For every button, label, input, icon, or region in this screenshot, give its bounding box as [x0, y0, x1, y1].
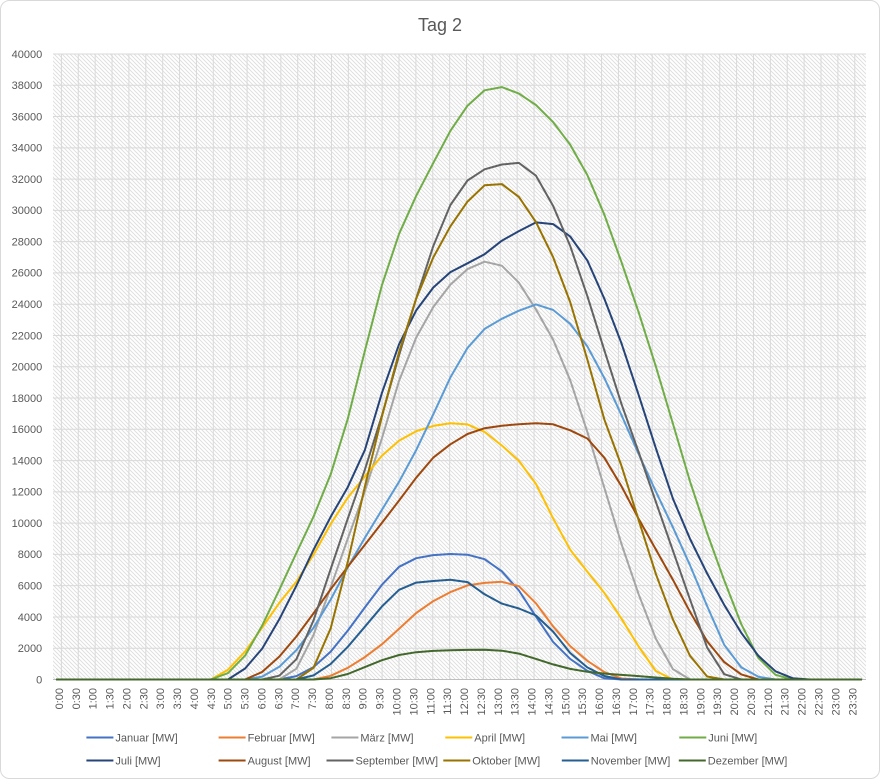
- svg-text:23:00: 23:00: [830, 688, 842, 716]
- svg-text:April [MW]: April [MW]: [474, 732, 525, 744]
- svg-text:13:30: 13:30: [510, 688, 522, 716]
- svg-text:0:00: 0:00: [54, 688, 66, 709]
- svg-text:15:00: 15:00: [560, 688, 572, 716]
- svg-text:17:00: 17:00: [628, 688, 640, 716]
- svg-text:10000: 10000: [12, 518, 43, 530]
- svg-text:32000: 32000: [12, 174, 43, 186]
- svg-text:4:30: 4:30: [206, 688, 218, 709]
- svg-text:23:30: 23:30: [847, 688, 859, 716]
- svg-text:2000: 2000: [18, 643, 42, 655]
- svg-text:November [MW]: November [MW]: [591, 755, 670, 767]
- svg-text:5:30: 5:30: [240, 688, 252, 709]
- svg-text:August [MW]: August [MW]: [248, 755, 311, 767]
- svg-text:40000: 40000: [12, 49, 43, 61]
- svg-text:1:00: 1:00: [88, 688, 100, 709]
- svg-text:7:00: 7:00: [290, 688, 302, 709]
- svg-text:28000: 28000: [12, 236, 43, 248]
- svg-text:11:00: 11:00: [425, 688, 437, 715]
- svg-text:4:00: 4:00: [189, 688, 201, 709]
- svg-text:Dezember [MW]: Dezember [MW]: [708, 755, 787, 767]
- svg-text:16000: 16000: [12, 424, 43, 436]
- svg-text:1:30: 1:30: [105, 688, 117, 709]
- svg-text:14000: 14000: [12, 455, 43, 467]
- svg-text:36000: 36000: [12, 111, 43, 123]
- svg-text:11:30: 11:30: [442, 688, 454, 715]
- svg-text:8:30: 8:30: [341, 688, 353, 709]
- svg-text:6:30: 6:30: [273, 688, 285, 709]
- svg-text:9:30: 9:30: [375, 688, 387, 709]
- svg-text:12000: 12000: [12, 487, 43, 499]
- svg-text:20:00: 20:00: [729, 688, 741, 716]
- svg-text:2:00: 2:00: [121, 688, 133, 709]
- svg-text:22000: 22000: [12, 330, 43, 342]
- svg-text:34000: 34000: [12, 143, 43, 155]
- svg-text:18:00: 18:00: [662, 688, 674, 716]
- svg-text:Juni [MW]: Juni [MW]: [708, 732, 757, 744]
- svg-text:Februar [MW]: Februar [MW]: [248, 732, 315, 744]
- svg-text:14:00: 14:00: [527, 688, 539, 716]
- svg-text:6000: 6000: [18, 581, 42, 593]
- svg-text:8:00: 8:00: [324, 688, 336, 709]
- svg-text:Tag 2: Tag 2: [418, 15, 462, 35]
- svg-text:5:00: 5:00: [223, 688, 235, 709]
- svg-text:Mai [MW]: Mai [MW]: [591, 732, 637, 744]
- svg-text:16:00: 16:00: [594, 688, 606, 716]
- svg-text:16:30: 16:30: [611, 688, 623, 716]
- svg-text:30000: 30000: [12, 205, 43, 217]
- svg-text:Juli [MW]: Juli [MW]: [115, 755, 160, 767]
- svg-text:18:30: 18:30: [678, 688, 690, 716]
- svg-text:September [MW]: September [MW]: [356, 755, 439, 767]
- svg-text:20:30: 20:30: [746, 688, 758, 716]
- svg-text:12:00: 12:00: [459, 688, 471, 716]
- svg-text:10:30: 10:30: [408, 688, 420, 716]
- svg-text:0: 0: [36, 674, 42, 686]
- svg-text:3:30: 3:30: [172, 688, 184, 709]
- svg-text:18000: 18000: [12, 393, 43, 405]
- svg-text:19:00: 19:00: [695, 688, 707, 716]
- svg-text:12:30: 12:30: [476, 688, 488, 716]
- svg-text:24000: 24000: [12, 299, 43, 311]
- svg-text:21:00: 21:00: [763, 688, 775, 716]
- svg-text:19:30: 19:30: [712, 688, 724, 716]
- svg-text:März [MW]: März [MW]: [360, 732, 413, 744]
- svg-text:8000: 8000: [18, 549, 42, 561]
- svg-text:Januar [MW]: Januar [MW]: [115, 732, 177, 744]
- svg-text:7:30: 7:30: [307, 688, 319, 709]
- svg-text:17:30: 17:30: [645, 688, 657, 716]
- svg-text:9:00: 9:00: [358, 688, 370, 709]
- svg-text:15:30: 15:30: [577, 688, 589, 716]
- svg-text:21:30: 21:30: [780, 688, 792, 716]
- svg-text:13:00: 13:00: [493, 688, 505, 716]
- svg-text:20000: 20000: [12, 362, 43, 374]
- svg-text:2:30: 2:30: [138, 688, 150, 709]
- svg-text:22:00: 22:00: [797, 688, 809, 716]
- svg-text:14:30: 14:30: [543, 688, 555, 716]
- svg-text:Oktober [MW]: Oktober [MW]: [472, 755, 540, 767]
- svg-text:0:30: 0:30: [71, 688, 83, 709]
- svg-text:10:00: 10:00: [392, 688, 404, 716]
- svg-text:4000: 4000: [18, 612, 42, 624]
- svg-text:6:00: 6:00: [256, 688, 268, 709]
- svg-text:3:00: 3:00: [155, 688, 167, 709]
- svg-text:26000: 26000: [12, 268, 43, 280]
- svg-text:38000: 38000: [12, 80, 43, 92]
- svg-text:22:30: 22:30: [814, 688, 826, 716]
